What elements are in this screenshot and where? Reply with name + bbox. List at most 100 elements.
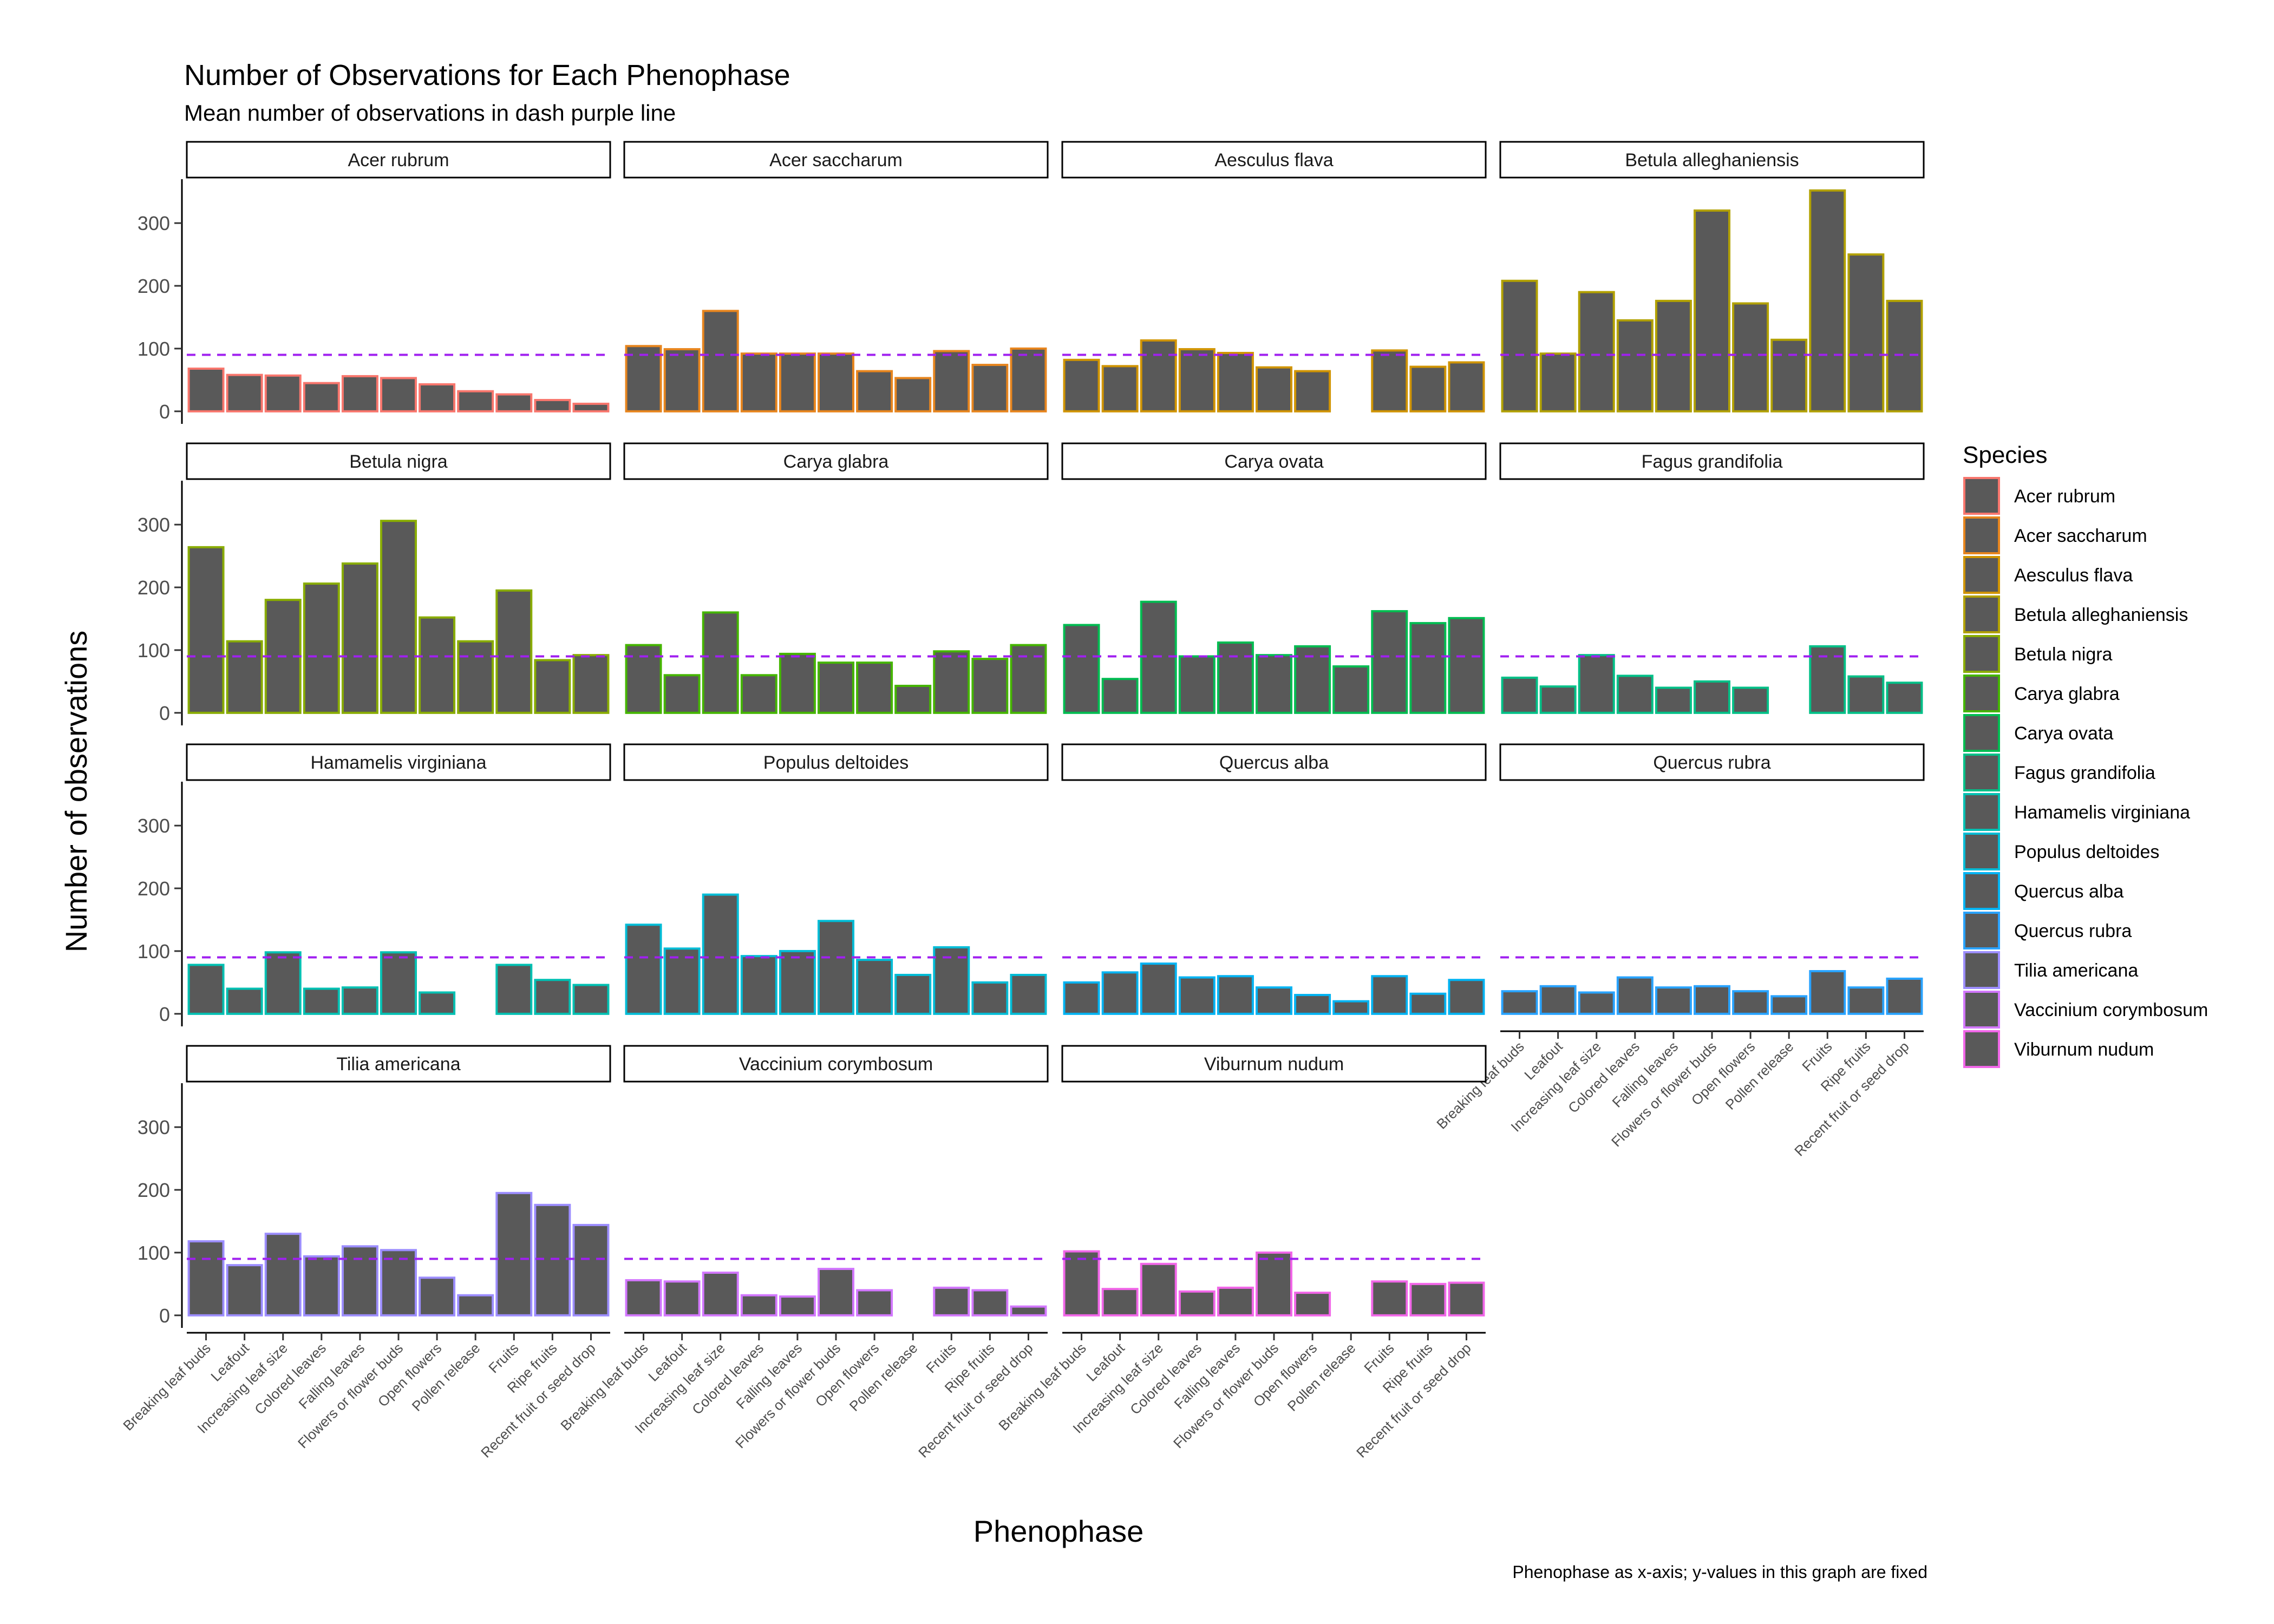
bar	[818, 920, 854, 1015]
bar	[1101, 678, 1139, 714]
legend-item-betula-nigra: Betula nigra	[1963, 635, 2113, 673]
bar	[419, 991, 456, 1015]
facet-label: Betula nigra	[349, 451, 448, 472]
legend-item-vaccinium-corymbosum: Vaccinium corymbosum	[1963, 991, 2208, 1029]
bar	[1256, 1251, 1292, 1317]
bar	[1371, 975, 1408, 1015]
bar	[1294, 1292, 1331, 1317]
bar	[572, 1223, 610, 1317]
bar	[1809, 189, 1846, 412]
bar	[264, 1233, 302, 1317]
bar	[1010, 347, 1047, 412]
bar	[419, 616, 456, 714]
bar	[495, 964, 533, 1015]
legend-key	[1963, 714, 2000, 752]
bar	[534, 1203, 571, 1317]
bar	[971, 364, 1009, 412]
bar	[1694, 680, 1730, 714]
bar	[1655, 299, 1692, 412]
legend-item-hamamelis-virginiana: Hamamelis virginiana	[1963, 793, 2190, 831]
legend-key	[1963, 833, 2000, 870]
x-tick-label: Fruits	[1799, 1038, 1835, 1075]
x-tick-label: Pollen release	[846, 1340, 921, 1415]
panel-acer-rubrum: Acer rubrum 0 100 200 300	[138, 141, 611, 424]
bar	[419, 383, 456, 412]
legend-label: Acer saccharum	[2014, 526, 2147, 546]
y-tick-label: 300	[138, 1116, 170, 1138]
facet-strip	[1061, 743, 1487, 781]
bar	[1578, 991, 1615, 1015]
bar	[457, 1294, 494, 1317]
x-tick-label: Pollen release	[1284, 1340, 1359, 1415]
bar	[702, 1272, 739, 1317]
bar	[1501, 990, 1538, 1015]
bar	[1539, 985, 1577, 1015]
legend-label: Carya ovata	[2014, 723, 2113, 744]
chart-subtitle: Mean number of observations in dash purp…	[184, 100, 676, 126]
bar	[1886, 977, 1923, 1015]
bar	[1332, 665, 1370, 714]
bar	[856, 959, 893, 1015]
bar	[894, 684, 932, 714]
bar	[1886, 682, 1923, 714]
facet-strip	[623, 743, 1049, 781]
facet-strip	[1061, 1045, 1487, 1083]
bar	[1655, 986, 1692, 1015]
facet-label: Betula alleghaniensis	[1625, 150, 1799, 171]
bar	[1256, 366, 1292, 412]
bar	[625, 345, 662, 412]
x-tick-label: Fruits	[923, 1340, 959, 1376]
y-tick-label: 0	[159, 1003, 170, 1025]
bar	[1371, 1280, 1408, 1317]
bar	[1294, 370, 1331, 412]
panel-hamamelis-virginiana: Hamamelis virginiana 0 100 200 300	[138, 743, 611, 1026]
bar	[1256, 986, 1292, 1015]
bar	[572, 402, 610, 412]
legend-key	[1963, 951, 2000, 989]
bar	[1140, 962, 1177, 1015]
panel-betula-nigra: Betula nigra 0 100 200 300	[138, 442, 611, 725]
bar	[933, 650, 970, 714]
bar	[1655, 686, 1692, 714]
facet-label: Aesculus flava	[1214, 150, 1333, 171]
legend-label: Carya glabra	[2014, 684, 2120, 704]
bar	[663, 348, 701, 412]
bar	[1616, 675, 1654, 714]
chart-title: Number of Observations for Each Phenopha…	[184, 59, 790, 91]
bar	[1448, 1281, 1485, 1317]
panel-carya-glabra: Carya glabra	[623, 442, 1049, 714]
bar	[1732, 990, 1769, 1015]
bar	[702, 310, 739, 412]
y-tick-label: 100	[138, 940, 170, 962]
bar	[1178, 655, 1216, 714]
facet-strip	[1499, 442, 1925, 480]
bar	[1063, 1250, 1100, 1317]
bar	[380, 1249, 417, 1317]
legend-key	[1963, 556, 2000, 594]
x-axis-title: Phenophase	[973, 1514, 1144, 1548]
panel-populus-deltoides: Populus deltoides	[623, 743, 1049, 1015]
facet-strip	[1061, 141, 1487, 179]
bar	[779, 1295, 816, 1317]
y-tick-label: 200	[138, 1179, 170, 1201]
y-tick-label: 0	[159, 401, 170, 423]
bar	[702, 611, 739, 714]
facet-strip	[1061, 442, 1487, 480]
bar	[264, 374, 302, 412]
bar	[1010, 1305, 1047, 1317]
bar	[1501, 279, 1538, 412]
y-tick-label: 100	[138, 639, 170, 662]
bar	[226, 987, 263, 1015]
legend-label: Betula alleghaniensis	[2014, 605, 2188, 625]
panel-carya-ovata: Carya ovata	[1061, 442, 1487, 714]
bar	[1101, 1288, 1139, 1317]
bar	[1578, 654, 1615, 714]
bar	[303, 582, 340, 714]
bar	[663, 674, 701, 714]
bar	[1694, 985, 1730, 1015]
y-tick-label: 300	[138, 815, 170, 837]
